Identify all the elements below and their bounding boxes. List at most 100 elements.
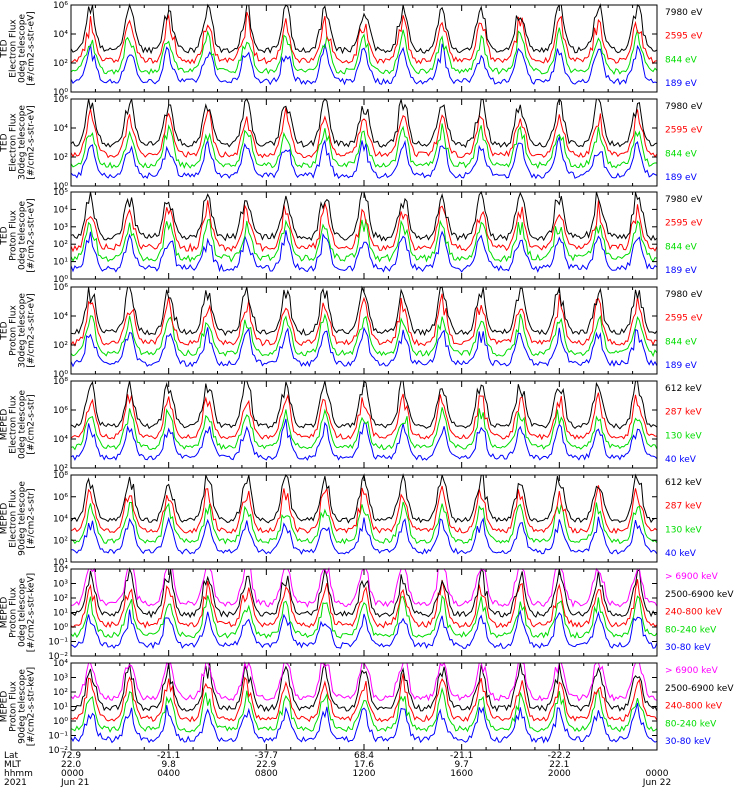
- series-240-800-kev: [70, 673, 658, 723]
- legend-entry: 189 eV: [665, 79, 698, 89]
- series-2500-6900-kev: [70, 662, 658, 713]
- series-30-80-kev: [70, 702, 658, 744]
- x-axis-value: 0800: [255, 769, 278, 779]
- y-axis-label: MEPEDProton Flux90deg telescope[#/cm2-s-…: [0, 667, 37, 746]
- y-axis-label: TEDElectron Flux30deg telescope[#/cm2-s-…: [0, 105, 37, 180]
- legend-entry: 2595 eV: [665, 219, 703, 229]
- series-2595-ev: [70, 11, 658, 65]
- y-axis-label-line: 0deg telescope: [18, 390, 28, 460]
- legend-entry: 844 eV: [665, 337, 698, 347]
- x-axis-value: 0400: [157, 769, 180, 779]
- x-axis-value: 0000: [646, 769, 669, 779]
- y-axis-label-line: 30deg telescope: [18, 293, 28, 368]
- panel-7: 10⁴ 10³ 10² 10¹ 10⁰ 10⁻¹ 10⁻² MEPEDProton Flux0…: [0, 565, 734, 662]
- y-tick-label: 10⁴: [53, 435, 68, 445]
- x-axis-value: 22.1: [549, 760, 569, 770]
- series-612-kev: [70, 473, 658, 524]
- x-axis-value: 68.4: [354, 751, 374, 761]
- y-axis-label: MEPEDElectron Flux0deg telescope[#/cm2-s…: [0, 390, 37, 460]
- x-axis-value: 9.7: [455, 760, 469, 770]
- y-tick-label: 10⁰: [53, 182, 68, 192]
- x-axis-value: 1200: [353, 769, 376, 779]
- series-189-ev: [70, 326, 658, 368]
- y-tick-label: 10²: [53, 688, 68, 698]
- x-axis-value: -21.1: [157, 751, 180, 761]
- legend-entry: > 6900 keV: [665, 572, 719, 582]
- legend-entry: 189 eV: [665, 266, 698, 276]
- series-7980-ev: [70, 97, 658, 148]
- x-axis-value: 9.8: [162, 760, 177, 770]
- y-tick-label: 10²: [53, 240, 68, 250]
- y-axis-label-line: TED: [0, 321, 10, 340]
- y-axis-label: TEDProton Flux30deg telescope[#/cm2-s-st…: [0, 293, 37, 368]
- legend-entry: 7980 eV: [665, 290, 703, 300]
- x-axis-value: 1600: [450, 769, 473, 779]
- legend-entry: 2595 eV: [665, 314, 703, 324]
- series-240-800-kev: [70, 579, 658, 629]
- series-40-kev: [70, 418, 658, 461]
- legend-entry: 7980 eV: [665, 8, 703, 18]
- legend-entry: 2500-6900 keV: [665, 684, 734, 694]
- x-row-label: 2021: [4, 778, 27, 788]
- y-tick-label: 10⁸: [53, 377, 68, 387]
- legend-entry: 844 eV: [665, 55, 698, 65]
- panel-6: 10⁸ 10⁶ 10⁴ 10² 10¹ MEPEDElectron Flux90deg t…: [0, 471, 702, 568]
- y-axis-label-line: [#/cm2-s-str-eV]: [27, 293, 37, 368]
- series-844-ev: [70, 123, 658, 169]
- y-tick-label: 10⁴: [53, 312, 68, 322]
- legend-entry: 612 keV: [665, 384, 702, 394]
- series-130-kev: [70, 501, 658, 545]
- x-axis-value: 22.9: [256, 760, 276, 770]
- y-tick-label: 10²: [53, 594, 68, 604]
- legend-entry: 287 keV: [665, 408, 702, 418]
- y-tick-label: 10⁴: [53, 205, 68, 215]
- y-tick-label: 10²: [53, 59, 68, 69]
- y-tick-label: 10¹: [53, 609, 68, 619]
- panel-3: 10⁵ 10⁴ 10³ 10² 10¹ 10⁰ TEDProton Flux0deg tel…: [0, 188, 703, 285]
- series-40-kev: [71, 516, 658, 555]
- y-tick-label: 10⁶: [53, 493, 68, 503]
- series-80-240-kev: [70, 686, 658, 733]
- panel-2: 10⁶ 10⁴ 10² 10⁰ TEDElectron Flux30deg telesc…: [0, 95, 703, 192]
- x-row-label: Lat: [4, 751, 19, 761]
- legend-entry: 2595 eV: [665, 126, 703, 136]
- y-axis-label-line: MEPED: [0, 409, 10, 441]
- y-axis-label-line: [#/cm2-s-str-keV]: [27, 573, 37, 652]
- y-axis-label-line: Electron Flux: [9, 395, 19, 454]
- y-axis-label-line: TED: [0, 133, 10, 152]
- y-tick-label: 10¹: [53, 558, 68, 568]
- series-287-kev: [70, 485, 658, 535]
- legend-entry: 30-80 keV: [665, 643, 711, 653]
- y-axis-label-line: [#/cm2-s-str-eV]: [27, 105, 37, 180]
- y-axis-label-line: Proton Flux: [9, 587, 19, 638]
- x-axis-value: 2000: [548, 769, 571, 779]
- y-axis-label-line: Proton Flux: [9, 305, 19, 356]
- y-axis-label-line: Electron Flux: [9, 113, 19, 172]
- y-tick-label: 10⁰: [53, 370, 68, 380]
- legend-entry: 7980 eV: [665, 102, 703, 112]
- y-axis-label-line: 0deg telescope: [18, 14, 28, 84]
- y-axis-label-line: Proton Flux: [9, 210, 19, 261]
- y-tick-label: 10⁻²: [48, 746, 68, 756]
- y-axis-label: TEDElectron Flux0deg telescope[#/cm2-s-s…: [0, 11, 37, 86]
- legend-entry: 2595 eV: [665, 32, 703, 42]
- y-tick-label: 10⁰: [53, 88, 68, 98]
- legend-entry: 30-80 keV: [665, 737, 711, 747]
- y-tick-label: 10³: [53, 223, 68, 233]
- legend-entry: 287 keV: [665, 502, 702, 512]
- panel-5: 10⁸ 10⁶ 10⁴ 10² MEPEDElectron Flux0deg teles…: [0, 377, 702, 474]
- y-axis-label-line: Proton Flux: [9, 681, 19, 732]
- y-tick-label: 10¹: [53, 703, 68, 713]
- y-tick-label: 10⁶: [53, 95, 68, 105]
- x-axis-value: 22.0: [61, 760, 81, 770]
- x-row-label: MLT: [4, 760, 22, 770]
- y-tick-label: 10⁰: [53, 717, 68, 727]
- legend-entry: 189 eV: [665, 173, 698, 183]
- x-axis-value: 0000: [61, 769, 84, 779]
- y-axis-label-line: 0deg telescope: [18, 578, 28, 648]
- y-tick-label: 10⁰: [53, 623, 68, 633]
- x-axis-value: -37.7: [255, 751, 278, 761]
- y-tick-label: 10⁴: [53, 515, 68, 525]
- series-189-ev: [70, 43, 658, 86]
- series-287-kev: [70, 392, 658, 441]
